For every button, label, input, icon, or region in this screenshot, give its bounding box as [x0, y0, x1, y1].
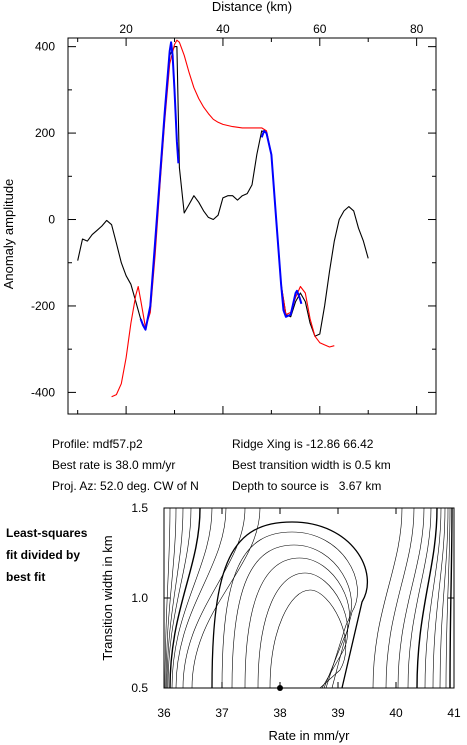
plot1-ticks: [68, 38, 436, 414]
y-tick-label: 0: [48, 213, 55, 227]
plot1-series: [77, 39, 369, 398]
x-axis-title: Distance (km): [212, 0, 292, 14]
ridge-crossing-label: Ridge Xing is -12.86 66.42: [232, 437, 374, 451]
series-line-2: [139, 41, 180, 331]
series-line-1: [111, 39, 335, 398]
x-tick-label: 20: [119, 22, 133, 36]
y-tick-label: -200: [31, 299, 55, 313]
best-width-label: Best transition width is 0.5 km: [232, 458, 391, 472]
depth-label: Depth to source is 3.67 km: [232, 479, 382, 493]
legend-line-1: Least-squares: [6, 526, 88, 540]
legend-line-3: best fit: [6, 570, 46, 584]
series-line-0: [77, 46, 369, 337]
legend-line-2: fit divided by: [6, 548, 81, 562]
plot1-frame: [67, 37, 437, 415]
x-tick-label: 80: [410, 22, 424, 36]
y-tick-label: 400: [35, 40, 55, 54]
contour-legend-label: Least-squares fit divided by best fit: [6, 522, 87, 588]
best-rate-label: Best rate is 38.0 mm/yr: [52, 458, 176, 472]
x-tick-label: 60: [313, 22, 327, 36]
x-tick-label: 40: [216, 22, 230, 36]
y-axis-title: Anomaly amplitude: [1, 179, 16, 290]
projection-azimuth-label: Proj. Az: 52.0 deg. CW of N: [52, 479, 199, 493]
plot1-tick-labels: 20 40 60 80 -400 -200 0 200 400: [31, 22, 424, 399]
y-tick-label: -400: [31, 385, 55, 399]
profile-label: Profile: mdf57.p2: [52, 437, 143, 451]
series-line-3: [260, 129, 303, 318]
y-tick-label: 200: [35, 126, 55, 140]
